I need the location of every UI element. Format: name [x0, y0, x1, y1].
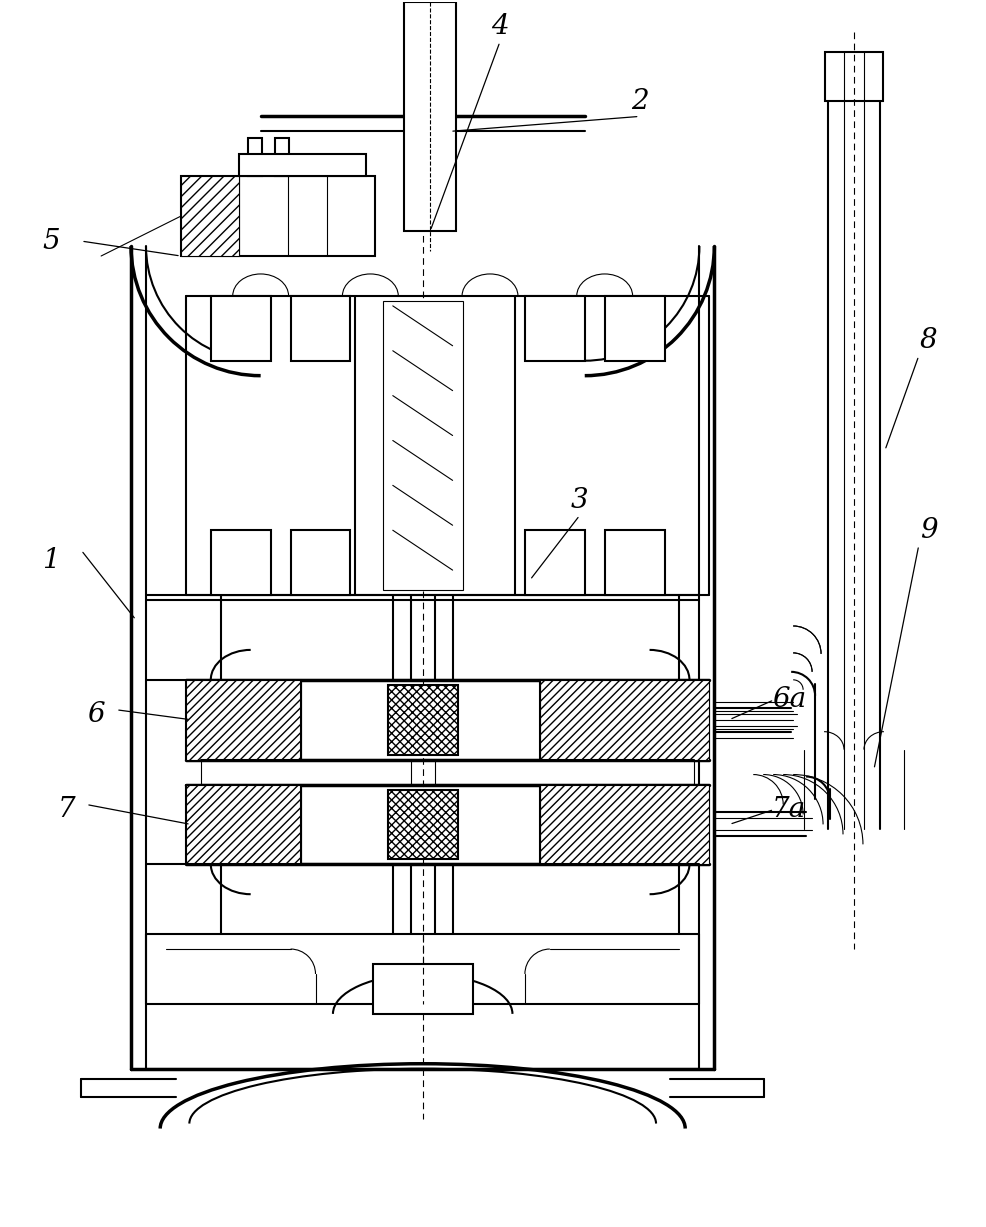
Text: 3: 3	[570, 487, 588, 514]
Bar	[185, 784, 301, 864]
Text: 9: 9	[919, 517, 937, 544]
Text: 2: 2	[630, 88, 648, 115]
Bar	[539, 680, 709, 760]
Bar	[383, 301, 462, 590]
Bar	[539, 784, 709, 864]
Text: 5: 5	[42, 227, 60, 254]
Bar	[404, 1, 456, 231]
Bar	[247, 139, 261, 177]
Bar	[290, 530, 350, 595]
Bar	[824, 52, 882, 102]
Text: 6: 6	[87, 701, 105, 728]
Text: 7: 7	[57, 796, 75, 823]
Bar	[604, 530, 664, 595]
Text: 6a: 6a	[771, 686, 806, 713]
Bar	[525, 296, 584, 361]
Bar	[180, 177, 375, 256]
Bar	[185, 680, 301, 760]
Bar	[373, 964, 472, 1014]
Bar	[239, 155, 365, 177]
Bar	[180, 177, 239, 256]
Bar	[290, 296, 350, 361]
Bar	[211, 296, 270, 361]
Bar	[211, 530, 270, 595]
Bar	[387, 789, 458, 859]
Text: 8: 8	[919, 328, 937, 355]
Bar	[275, 139, 289, 177]
Bar	[387, 685, 458, 755]
Text: 7a: 7a	[771, 796, 806, 823]
Bar	[604, 296, 664, 361]
Text: 1: 1	[42, 547, 60, 574]
Text: 4: 4	[491, 13, 508, 40]
Bar	[525, 530, 584, 595]
